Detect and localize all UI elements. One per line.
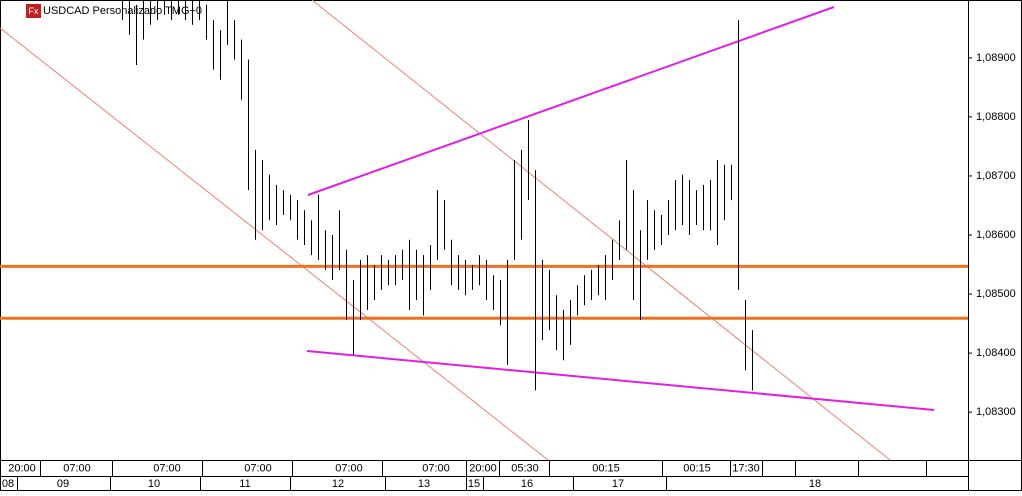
time-label: 07:00 (244, 462, 272, 474)
y-tick-label: 1,08400 (976, 347, 1016, 359)
trend-line (307, 6, 835, 196)
time-label: 20:00 (8, 462, 36, 474)
y-tick-label: 1,08900 (976, 52, 1016, 64)
time-label: 07:00 (335, 462, 363, 474)
date-label: 08 (2, 478, 14, 490)
icon (26, 4, 41, 18)
time-label: 07:00 (153, 462, 181, 474)
channel-line (311, 0, 891, 461)
y-tick-label: 1,08800 (976, 111, 1016, 123)
time-label: 20:00 (469, 462, 497, 474)
y-tick-label: 1,08500 (976, 288, 1016, 300)
y-tick-label: 1,08300 (976, 406, 1016, 418)
date-label: 17 (612, 478, 624, 490)
icon-label: Fx (29, 6, 39, 16)
date-label: 13 (418, 478, 430, 490)
date-label: 10 (148, 478, 160, 490)
y-tick-label: 1,08700 (976, 170, 1016, 182)
chart-title: USDCAD Personalizado TMG+0 (43, 5, 202, 17)
time-label: 17:30 (732, 462, 760, 474)
date-label: 15 (468, 478, 480, 490)
y-tick-label: 1,08600 (976, 229, 1016, 241)
date-label: 09 (57, 478, 69, 490)
date-label: 16 (521, 478, 533, 490)
trend-line (306, 350, 935, 411)
time-label: 07:00 (63, 462, 91, 474)
time-label: 00:15 (683, 462, 711, 474)
channel-line (0, 27, 549, 461)
time-label: 07:00 (422, 462, 450, 474)
date-label: 12 (332, 478, 344, 490)
time-label: 05:30 (511, 462, 539, 474)
date-label: 18 (809, 478, 821, 490)
date-label: 11 (239, 478, 250, 490)
time-label: 00:15 (592, 462, 620, 474)
